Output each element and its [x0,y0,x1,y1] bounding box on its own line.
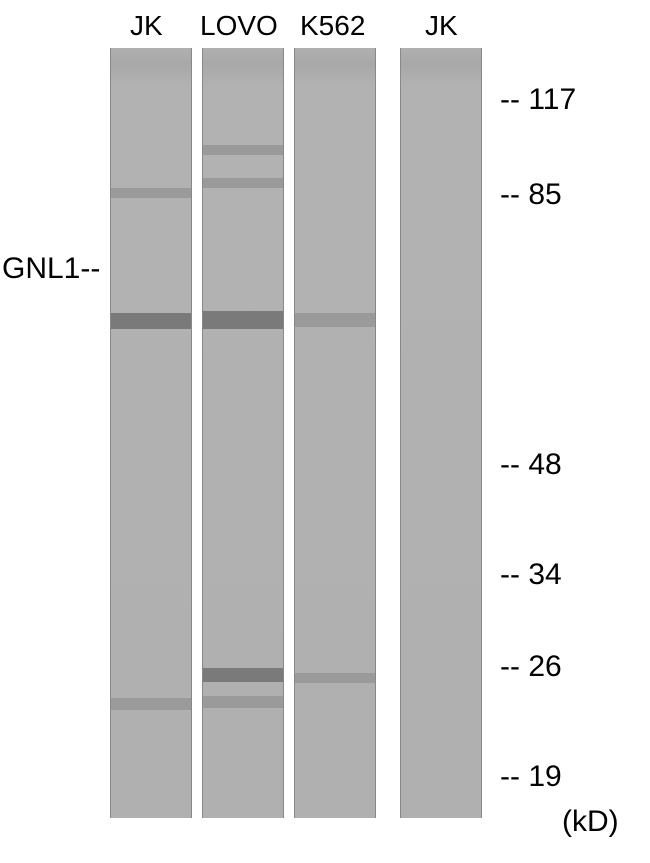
mw-marker-26: -- 26 [500,650,562,684]
band [111,313,191,329]
band [203,668,283,682]
lane-jk-2 [400,48,482,818]
band [111,698,191,710]
band [203,145,283,155]
lane-label-4: JK [425,10,458,42]
band [203,178,283,188]
lane-label-1: JK [130,10,163,42]
band [203,311,283,329]
lane-label-3: K562 [300,10,365,42]
band [111,188,191,198]
mw-marker-19: -- 19 [500,760,562,794]
lane-jk-1 [110,48,192,818]
band [295,673,375,683]
mw-marker-85: -- 85 [500,178,562,212]
lane-label-2: LOVO [200,10,278,42]
western-blot-figure: JK LOVO K562 JK GNL1-- -- 117 -- 85 -- 4… [0,0,650,863]
band [203,696,283,708]
lane-lovo [202,48,284,818]
protein-marker-label: GNL1-- [2,252,100,286]
mw-marker-48: -- 48 [500,448,562,482]
mw-marker-117: -- 117 [500,83,576,117]
lane-k562 [294,48,376,818]
mw-marker-34: -- 34 [500,558,562,592]
band [295,313,375,327]
unit-label: (kD) [562,805,619,839]
